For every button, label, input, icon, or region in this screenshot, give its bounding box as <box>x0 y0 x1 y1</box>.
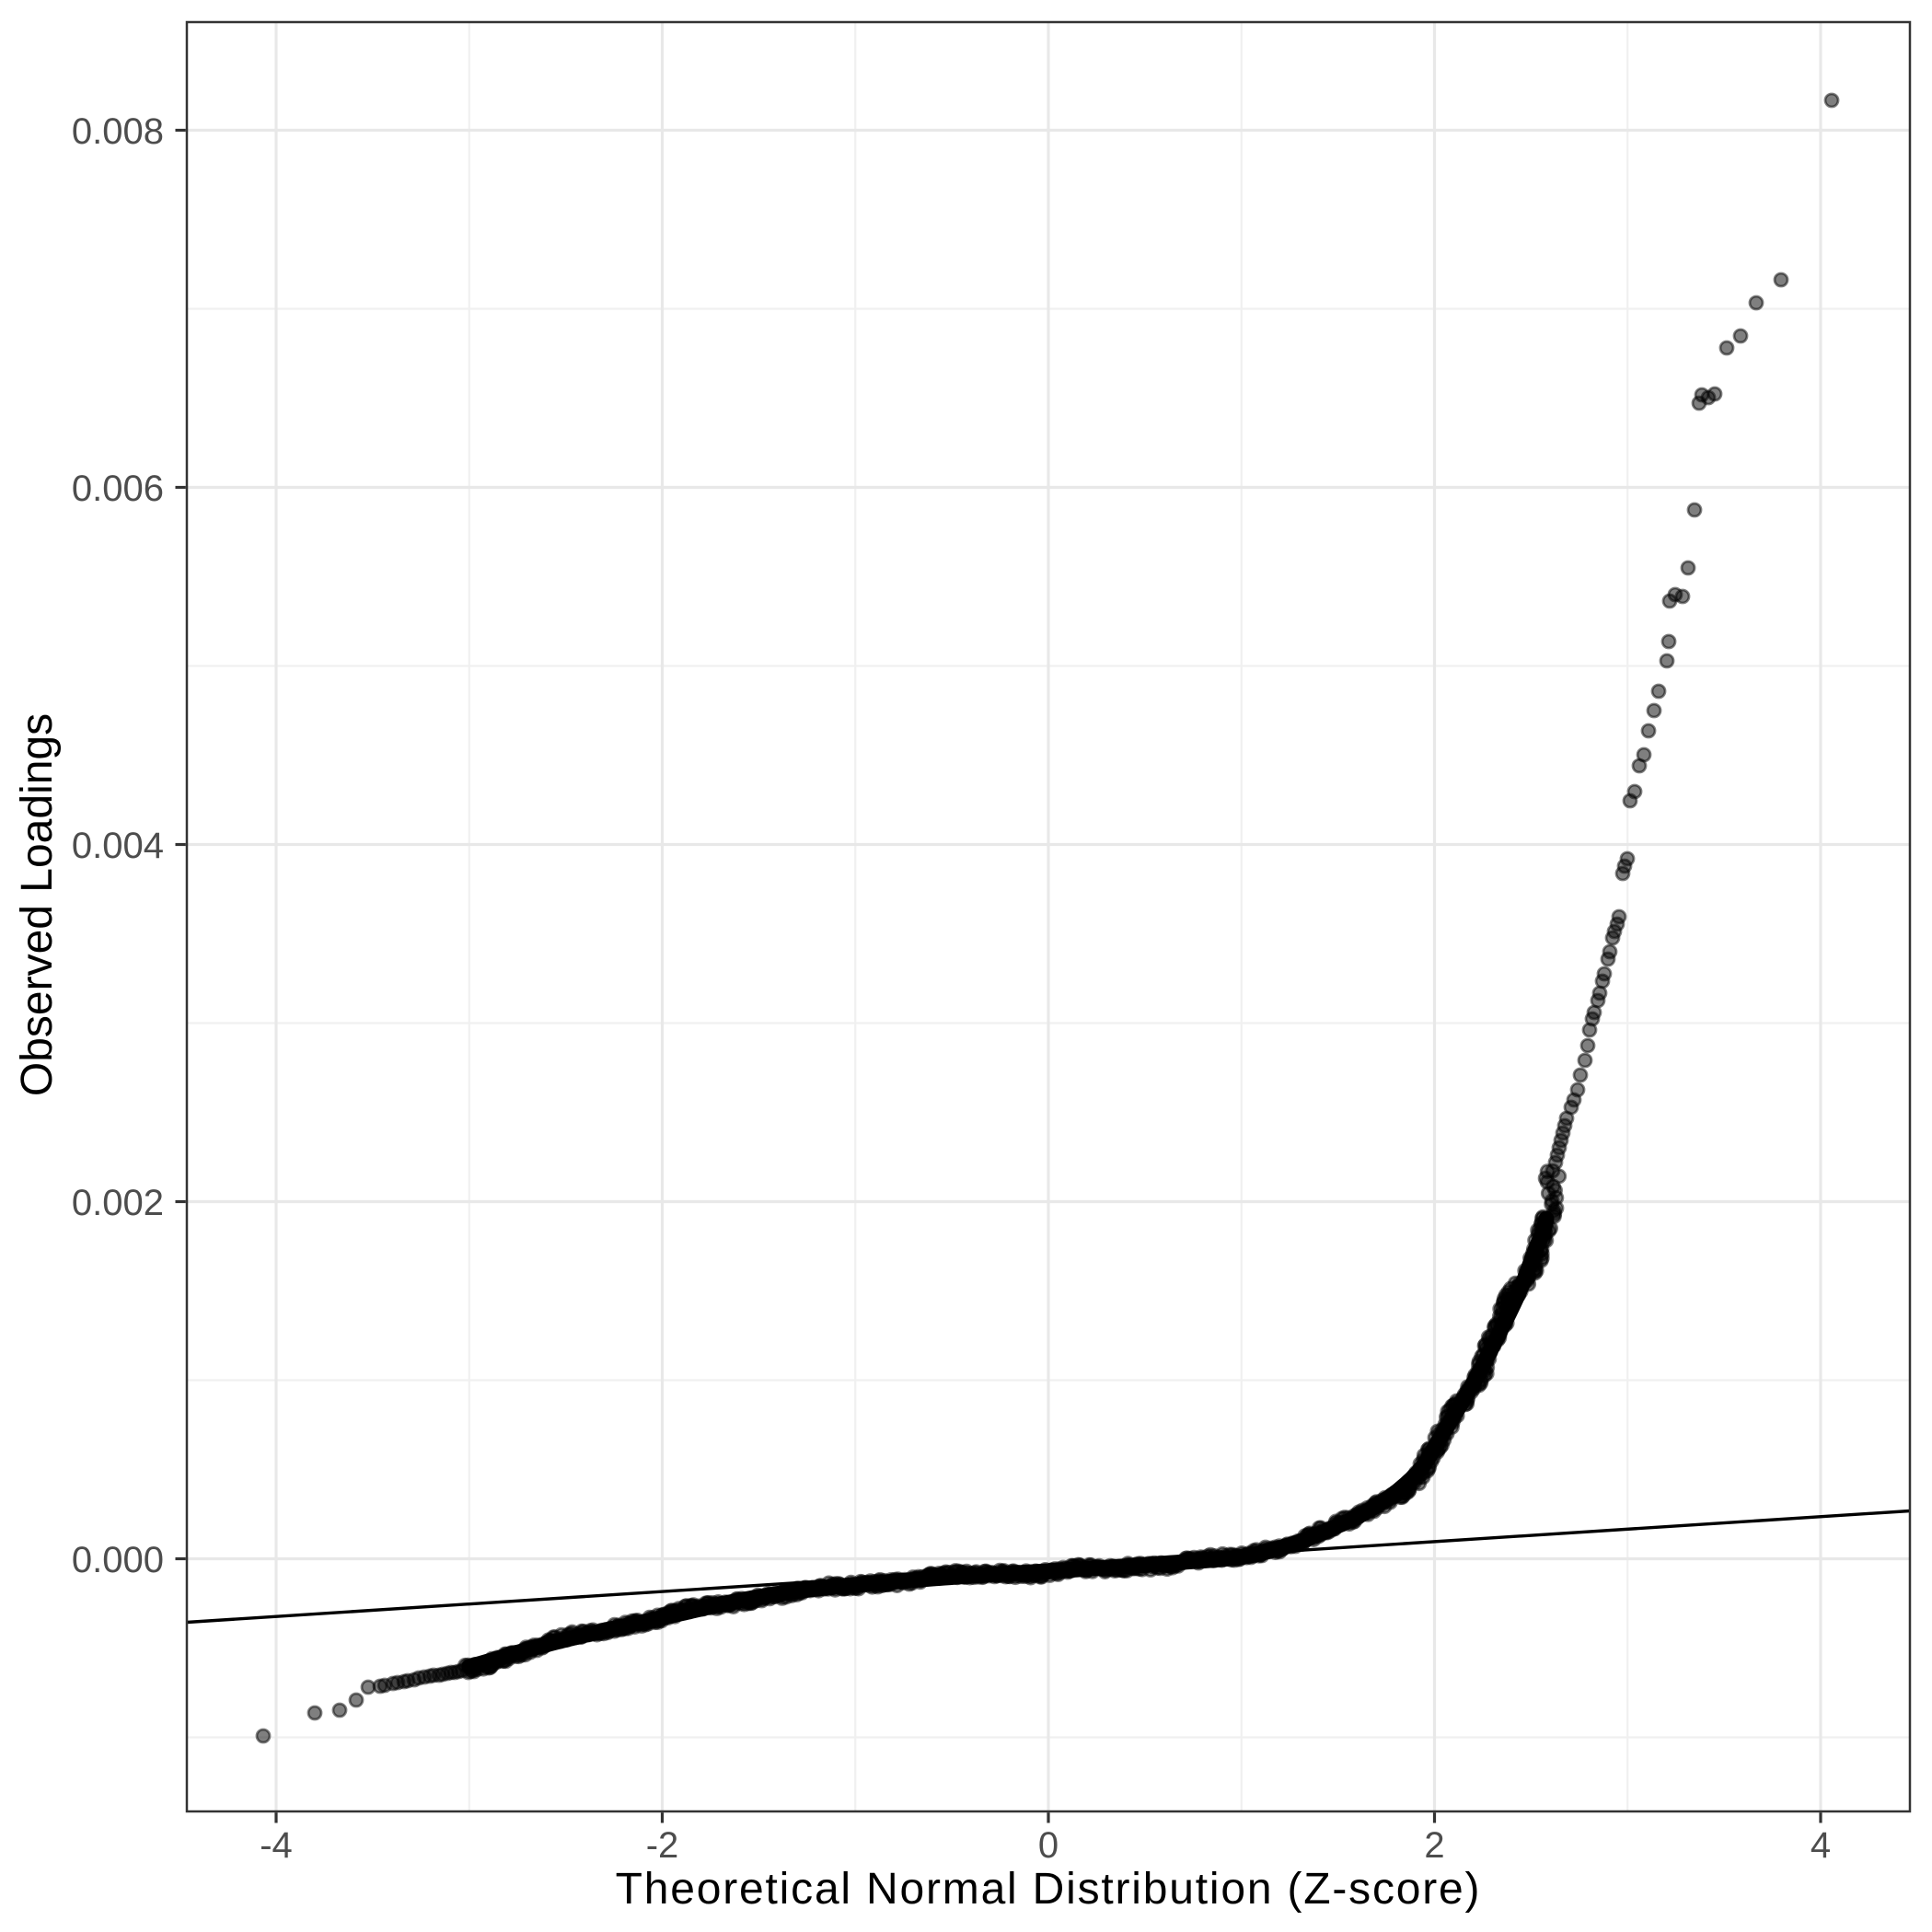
svg-text:0.006: 0.006 <box>72 469 164 509</box>
svg-text:0.004: 0.004 <box>72 826 164 866</box>
svg-text:Observed Loadings: Observed Loadings <box>13 713 62 1096</box>
svg-text:Theoretical Normal Distributio: Theoretical Normal Distribution (Z-score… <box>616 1865 1482 1914</box>
svg-text:4: 4 <box>1811 1825 1831 1866</box>
svg-text:0.008: 0.008 <box>72 111 164 152</box>
svg-text:0.000: 0.000 <box>72 1540 164 1580</box>
svg-text:0: 0 <box>1038 1825 1059 1866</box>
svg-text:2: 2 <box>1424 1825 1444 1866</box>
svg-text:0.002: 0.002 <box>72 1183 164 1223</box>
svg-text:-2: -2 <box>646 1825 679 1866</box>
svg-text:-4: -4 <box>260 1825 293 1866</box>
